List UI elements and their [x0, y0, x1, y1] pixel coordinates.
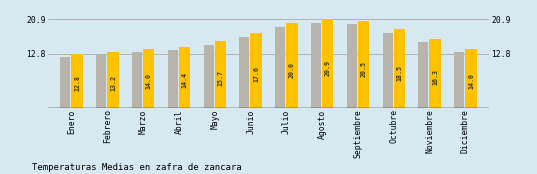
- Bar: [250, 33, 262, 108]
- Text: 18.5: 18.5: [396, 65, 402, 81]
- Text: Temperaturas Medias en zafra de zancara: Temperaturas Medias en zafra de zancara: [32, 163, 242, 172]
- Text: 14.4: 14.4: [182, 72, 187, 88]
- Bar: [143, 49, 155, 108]
- Text: 14.0: 14.0: [146, 73, 152, 89]
- Bar: [132, 52, 142, 108]
- Bar: [418, 42, 429, 108]
- Text: 12.8: 12.8: [74, 76, 80, 92]
- Bar: [430, 39, 441, 108]
- Text: 15.7: 15.7: [217, 70, 223, 86]
- Bar: [465, 49, 477, 108]
- Bar: [311, 23, 321, 108]
- Bar: [286, 23, 297, 108]
- Bar: [347, 24, 357, 108]
- Bar: [71, 54, 83, 108]
- Bar: [60, 57, 70, 108]
- Bar: [275, 26, 285, 108]
- Text: 17.6: 17.6: [253, 66, 259, 82]
- Text: 14.0: 14.0: [468, 73, 474, 89]
- Bar: [322, 19, 333, 108]
- Text: 20.0: 20.0: [289, 62, 295, 78]
- Text: 13.2: 13.2: [110, 75, 116, 91]
- Text: 16.3: 16.3: [432, 69, 438, 85]
- Bar: [204, 45, 214, 108]
- Bar: [168, 50, 178, 108]
- Text: 20.5: 20.5: [360, 61, 367, 77]
- Bar: [107, 52, 119, 108]
- Bar: [358, 21, 369, 108]
- Bar: [382, 33, 393, 108]
- Bar: [454, 52, 464, 108]
- Text: 20.9: 20.9: [325, 60, 331, 76]
- Bar: [179, 47, 190, 108]
- Bar: [96, 55, 106, 108]
- Bar: [394, 30, 405, 108]
- Bar: [215, 41, 226, 108]
- Bar: [240, 37, 249, 108]
